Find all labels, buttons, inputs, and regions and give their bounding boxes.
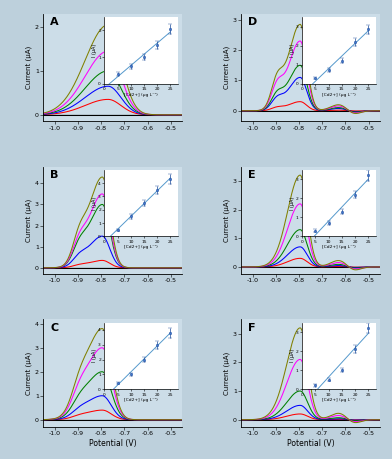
Text: A: A [50, 17, 59, 27]
X-axis label: Potential (V): Potential (V) [287, 439, 334, 448]
Text: F: F [248, 323, 256, 332]
X-axis label: Potential (V): Potential (V) [89, 439, 136, 448]
Text: E: E [248, 170, 256, 180]
Y-axis label: Current (μA): Current (μA) [223, 46, 230, 89]
Text: D: D [248, 17, 257, 27]
Y-axis label: Current (μA): Current (μA) [25, 352, 32, 395]
Y-axis label: Current (μA): Current (μA) [223, 352, 230, 395]
Text: C: C [50, 323, 58, 332]
Y-axis label: Current (μA): Current (μA) [25, 46, 32, 89]
Y-axis label: Current (μA): Current (μA) [223, 199, 230, 242]
Text: B: B [50, 170, 58, 180]
Y-axis label: Current (μA): Current (μA) [25, 199, 32, 242]
